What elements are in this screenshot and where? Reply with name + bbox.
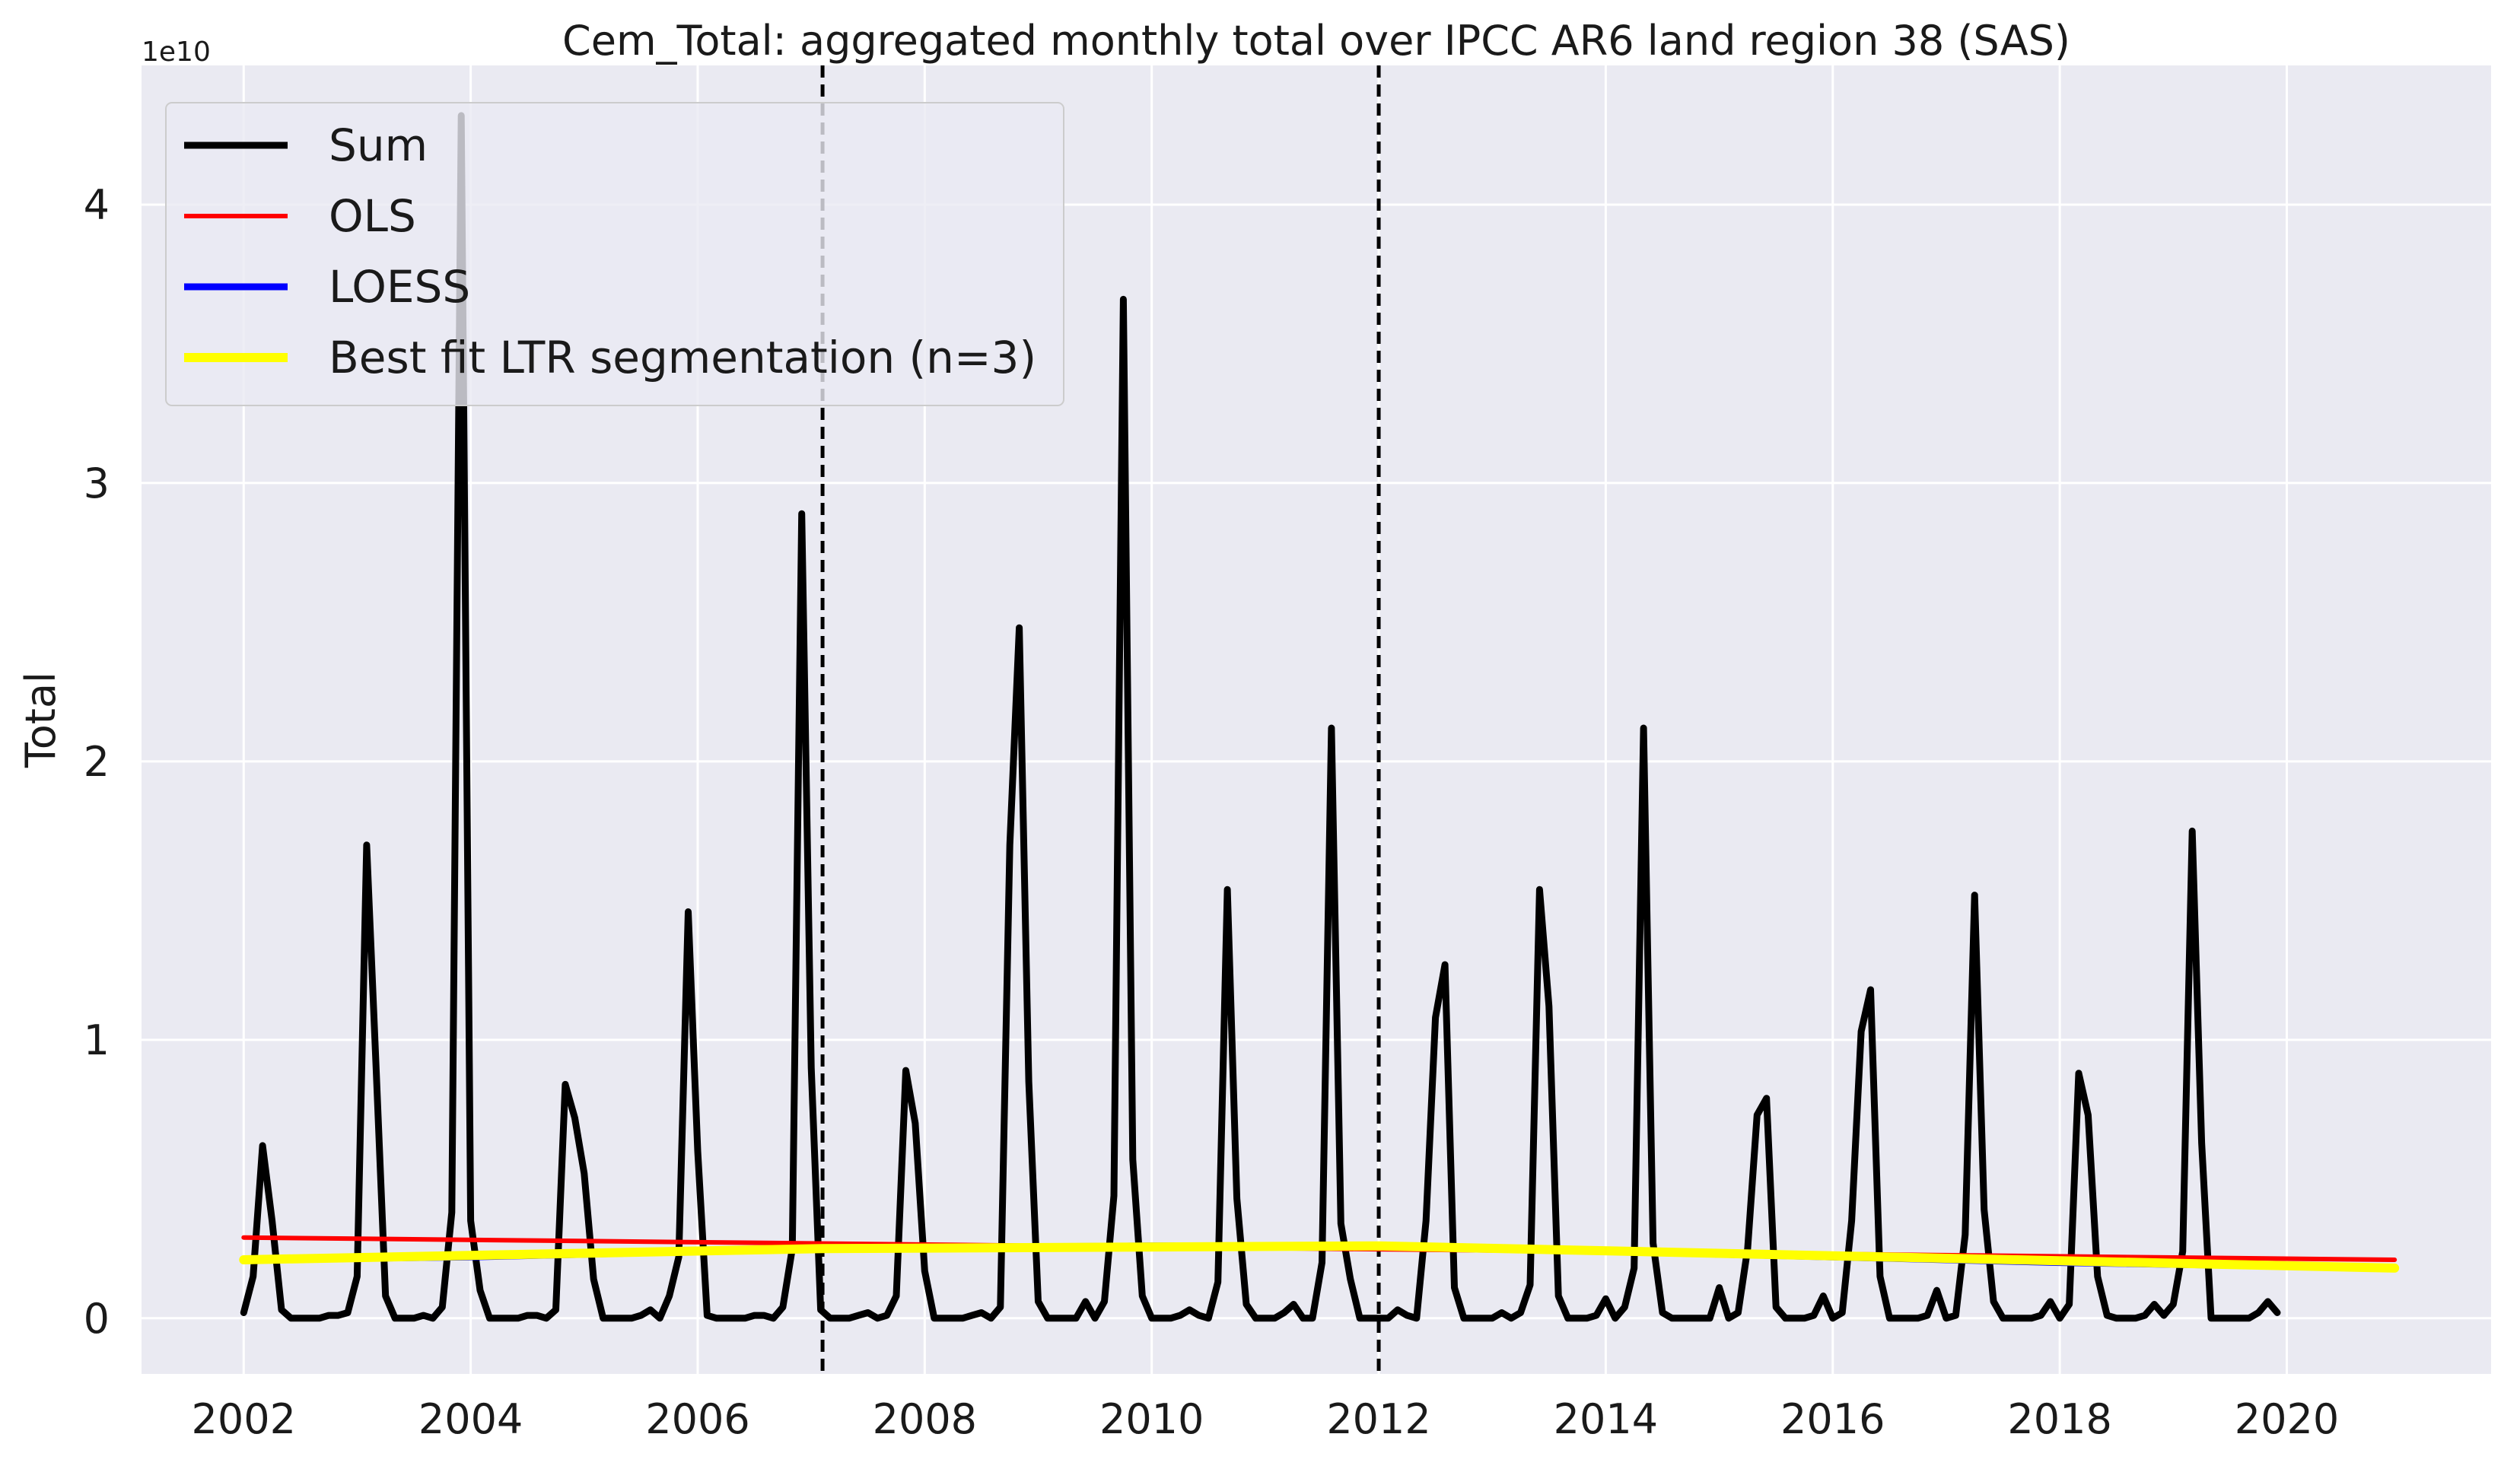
- legend: Sum OLS LOESS Best fit LTR segmentation (n=…: [165, 102, 1064, 406]
- y-tick-labels: 0 1 2 3 4: [84, 181, 110, 1343]
- y-axis-label: Total: [17, 672, 65, 768]
- x-tick-label: 2010: [1099, 1395, 1204, 1443]
- x-tick-labels: 2002 2004 2006 2008 2010 2012 2014 2016 2018 2020: [192, 1395, 2340, 1443]
- legend-label-2: LOESS: [329, 261, 470, 313]
- x-tick-label: 2006: [645, 1395, 749, 1443]
- y-tick-label: 4: [84, 181, 110, 229]
- x-tick-label: 2020: [2235, 1395, 2339, 1443]
- series-line-0: [240, 112, 2281, 1322]
- y-tick-label: 1: [84, 1016, 110, 1064]
- x-tick-label: 2016: [1780, 1395, 1885, 1443]
- legend-label-1: OLS: [329, 190, 416, 242]
- x-tick-label: 2012: [1326, 1395, 1430, 1443]
- series-line-3: [239, 1241, 2400, 1273]
- y-tick-label: 3: [84, 459, 110, 507]
- y-tick-label: 2: [84, 738, 110, 786]
- x-tick-label: 2018: [2007, 1395, 2111, 1443]
- series-lines: [239, 112, 2400, 1322]
- chart-title: Cem_Total: aggregated monthly total over…: [562, 17, 2070, 65]
- x-tick-label: 2008: [873, 1395, 977, 1443]
- legend-box: [165, 102, 1064, 406]
- x-tick-label: 2002: [192, 1395, 296, 1443]
- x-tick-label: 2004: [418, 1395, 523, 1443]
- y-offset-label: 1e10: [142, 37, 211, 68]
- x-tick-label: 2014: [1554, 1395, 1658, 1443]
- legend-label-3: Best fit LTR segmentation (n=3): [329, 332, 1036, 383]
- legend-label-0: Sum: [329, 119, 428, 171]
- y-tick-label: 0: [84, 1295, 110, 1343]
